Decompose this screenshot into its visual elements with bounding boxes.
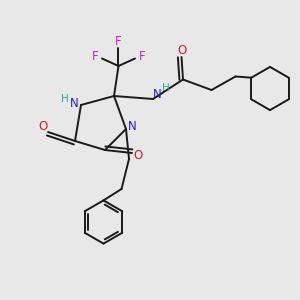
Text: O: O (177, 44, 186, 57)
Text: O: O (38, 120, 47, 133)
Text: F: F (92, 50, 98, 64)
Text: F: F (139, 50, 145, 64)
Text: N: N (70, 97, 79, 110)
Text: H: H (162, 82, 170, 93)
Text: N: N (128, 119, 137, 133)
Text: H: H (61, 94, 68, 104)
Text: O: O (134, 149, 142, 162)
Text: N: N (153, 88, 162, 101)
Text: F: F (115, 35, 122, 48)
